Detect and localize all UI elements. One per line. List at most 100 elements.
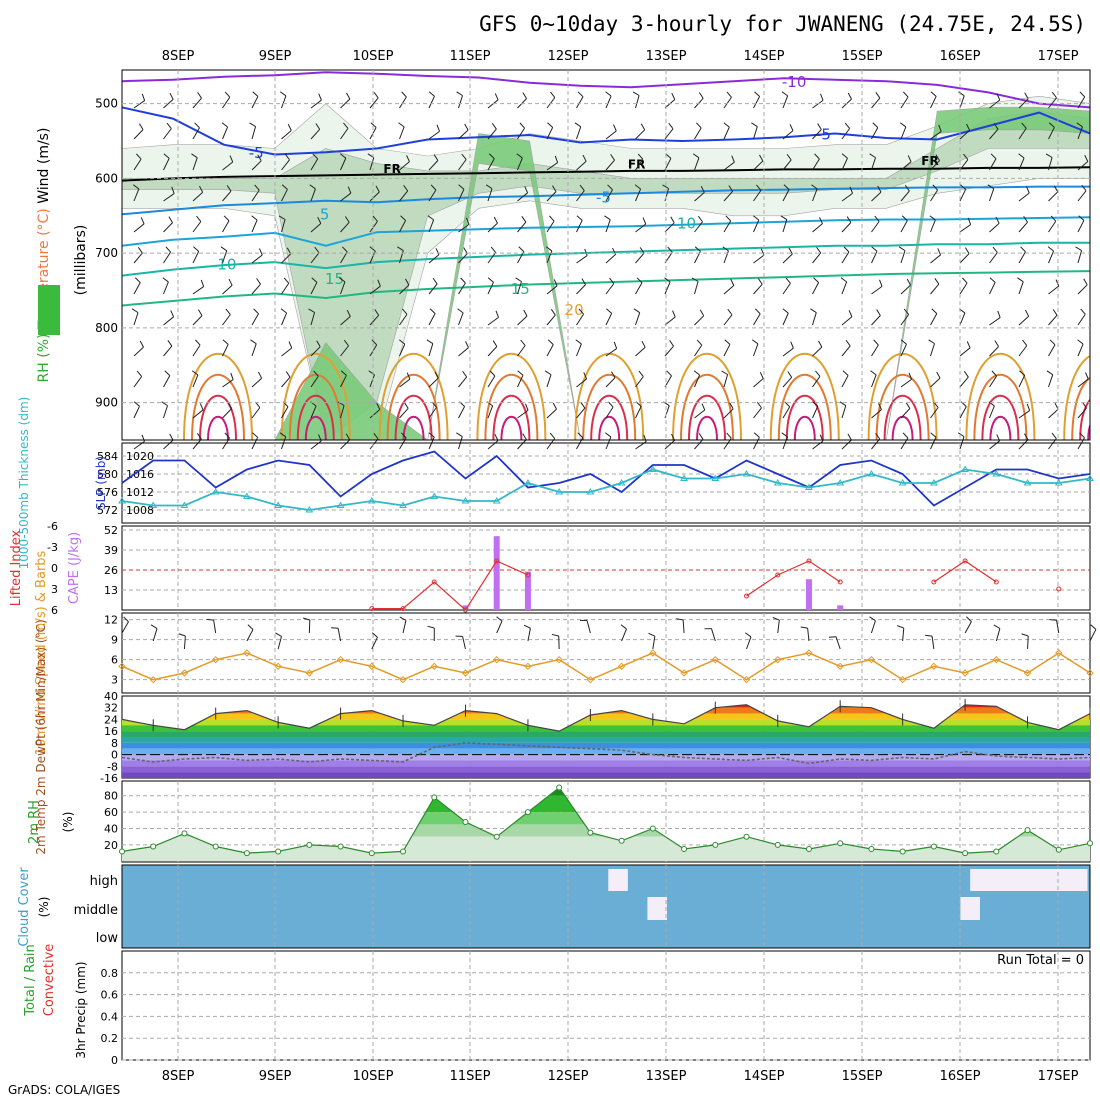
upper-air-wind-barb xyxy=(871,191,882,202)
upper-air-wind-barb xyxy=(989,188,995,202)
upper-air-wind-barb xyxy=(279,432,287,438)
warm-isotherm-loop xyxy=(199,395,237,440)
precip-tick-label: 0.4 xyxy=(101,1010,119,1023)
cloud-clear-cell xyxy=(960,897,980,920)
upper-air-wind-barb xyxy=(694,246,701,252)
upper-air-wind-barb xyxy=(340,375,347,388)
thickness-point xyxy=(243,492,251,499)
temp-color-band xyxy=(122,713,1090,720)
upper-air-wind-barb xyxy=(641,340,646,348)
precip-convective-label-part: Convective xyxy=(42,944,57,1017)
upper-air-wind-barb xyxy=(604,432,612,438)
upper-air-wind-barb xyxy=(753,126,758,140)
upper-air-wind-barb xyxy=(908,372,912,380)
upper-air-wind-barb xyxy=(222,314,231,326)
upper-air-wind-barb xyxy=(224,432,230,439)
wind-frame xyxy=(121,612,1091,694)
upper-air-wind-barb xyxy=(726,91,732,98)
upper-air-wind-barb xyxy=(347,186,352,194)
surface-wind-barb xyxy=(462,636,466,650)
upper-air-wind-barb xyxy=(996,93,1001,101)
upper-air-wind-barb xyxy=(960,184,967,190)
upper-air-wind-barb xyxy=(1018,439,1029,450)
upper-air-wind-barb xyxy=(672,310,676,318)
upper-air-wind-barb xyxy=(819,217,823,224)
upper-air-wind-barb xyxy=(723,220,732,233)
upper-air-wind-barb xyxy=(605,91,612,97)
upper-air-wind-barb xyxy=(400,215,406,221)
surface-wind-barb xyxy=(496,616,503,622)
upper-air-wind-barb xyxy=(1080,308,1086,315)
temp-color-band xyxy=(122,737,1090,743)
surface-wind-barb xyxy=(966,616,972,622)
upper-air-wind-barb xyxy=(372,215,378,222)
upper-air-wind-barb xyxy=(312,153,319,160)
upper-air-wind-barb xyxy=(754,308,761,315)
upper-air-wind-barb xyxy=(1018,375,1026,388)
upper-air-wind-barb xyxy=(871,157,876,171)
upper-air-wind-barb xyxy=(812,99,824,109)
upper-air-wind-barb xyxy=(259,248,263,256)
rh-ylabel-part: 2m RH xyxy=(27,800,42,844)
upper-air-wind-barb xyxy=(635,406,642,419)
upper-air-wind-barb xyxy=(1077,96,1086,109)
pressure-axis-title-part: (millibars) xyxy=(73,225,89,296)
upper-air-wind-barb xyxy=(340,251,348,264)
upper-air-wind-barb xyxy=(753,254,765,264)
upper-air-wind-barb xyxy=(812,188,818,202)
upper-air-wind-barb xyxy=(406,155,410,162)
temp-ylabel: 2m Temp 2m DewPt (6hr Min/Max) (°C) xyxy=(34,619,48,854)
upper-air-wind-barb xyxy=(458,312,464,326)
upper-air-wind-barb xyxy=(249,122,256,127)
upper-air-wind-barb xyxy=(728,185,734,192)
upper-air-wind-barb xyxy=(1051,432,1057,439)
wind-speed-point xyxy=(399,675,407,684)
cape-bar xyxy=(493,536,500,610)
upper-air-wind-barb xyxy=(371,339,378,346)
lifted-tick-label: 6 xyxy=(51,604,58,617)
upper-air-wind-barb xyxy=(550,309,556,316)
wind-speed-point xyxy=(555,655,563,664)
upper-air-wind-barb xyxy=(401,91,407,98)
upper-air-wind-barb xyxy=(428,432,435,438)
upper-air-wind-barb xyxy=(487,282,494,295)
lifted-index-point xyxy=(775,572,781,578)
upper-air-wind-barb xyxy=(192,127,200,140)
upper-air-wind-barb xyxy=(222,408,232,419)
thickness-tick-label: 576 xyxy=(97,486,118,499)
upper-air-wind-barb xyxy=(782,159,792,171)
upper-air-wind-barb xyxy=(815,370,821,377)
upper-air-wind-barb xyxy=(338,277,346,283)
cloud-unit-label: (%) xyxy=(37,897,51,918)
upper-air-wind-barb xyxy=(610,154,615,161)
upper-air-wind-barb xyxy=(340,316,351,326)
rh-point xyxy=(306,841,313,848)
thickness-point xyxy=(898,479,907,486)
thickness-point xyxy=(680,474,688,481)
upper-air-wind-barb xyxy=(1077,313,1086,326)
rh-point xyxy=(150,843,157,850)
upper-air-wind-barb xyxy=(224,91,231,98)
temp-tick-label: 40 xyxy=(104,690,118,703)
upper-air-wind-barb xyxy=(991,370,997,377)
warm-isotherm-loop xyxy=(1087,423,1090,440)
surface-wind-barb xyxy=(620,624,627,630)
upper-air-wind-barb xyxy=(664,439,675,450)
upper-air-wind-barb xyxy=(930,254,941,264)
upper-air-wind-barb xyxy=(900,126,907,140)
upper-air-wind-barb xyxy=(930,432,937,438)
temp-tick-label: -16 xyxy=(100,772,118,785)
wind-tick-label: 9 xyxy=(111,634,118,647)
upper-air-wind-barb xyxy=(846,216,852,223)
upper-air-wind-barb xyxy=(605,406,614,419)
upper-air-wind-barb xyxy=(343,122,349,129)
date-label-bottom: 12SEP xyxy=(548,1069,589,1084)
date-label-bottom: 8SEP xyxy=(162,1069,195,1084)
upper-air-wind-barb xyxy=(605,283,615,295)
surface-wind-barb xyxy=(152,628,158,642)
upper-air-wind-barb xyxy=(753,219,760,233)
upper-air-wind-barb xyxy=(1048,408,1059,419)
upper-air-wind-barb xyxy=(340,405,345,419)
upper-air-wind-barb xyxy=(664,128,674,140)
upper-air-wind-barb xyxy=(251,160,262,171)
